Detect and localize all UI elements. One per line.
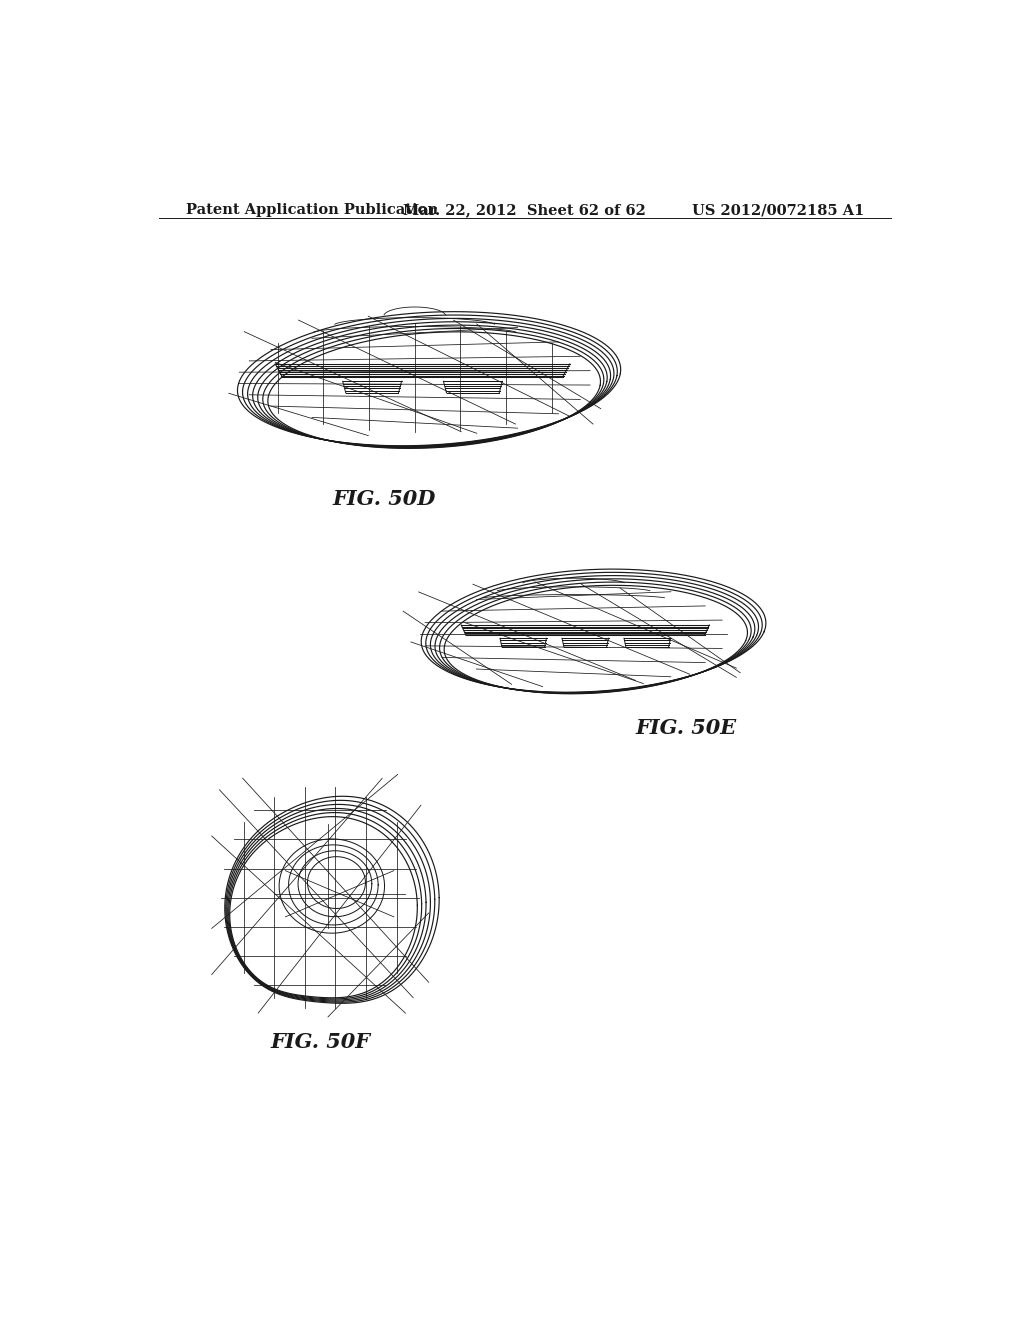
Text: FIG. 50D: FIG. 50D <box>332 488 435 508</box>
Text: Patent Application Publication: Patent Application Publication <box>186 203 438 216</box>
Text: US 2012/0072185 A1: US 2012/0072185 A1 <box>692 203 864 216</box>
Text: Mar. 22, 2012  Sheet 62 of 62: Mar. 22, 2012 Sheet 62 of 62 <box>403 203 646 216</box>
Text: FIG. 50F: FIG. 50F <box>270 1032 371 1052</box>
Text: FIG. 50E: FIG. 50E <box>636 718 736 738</box>
